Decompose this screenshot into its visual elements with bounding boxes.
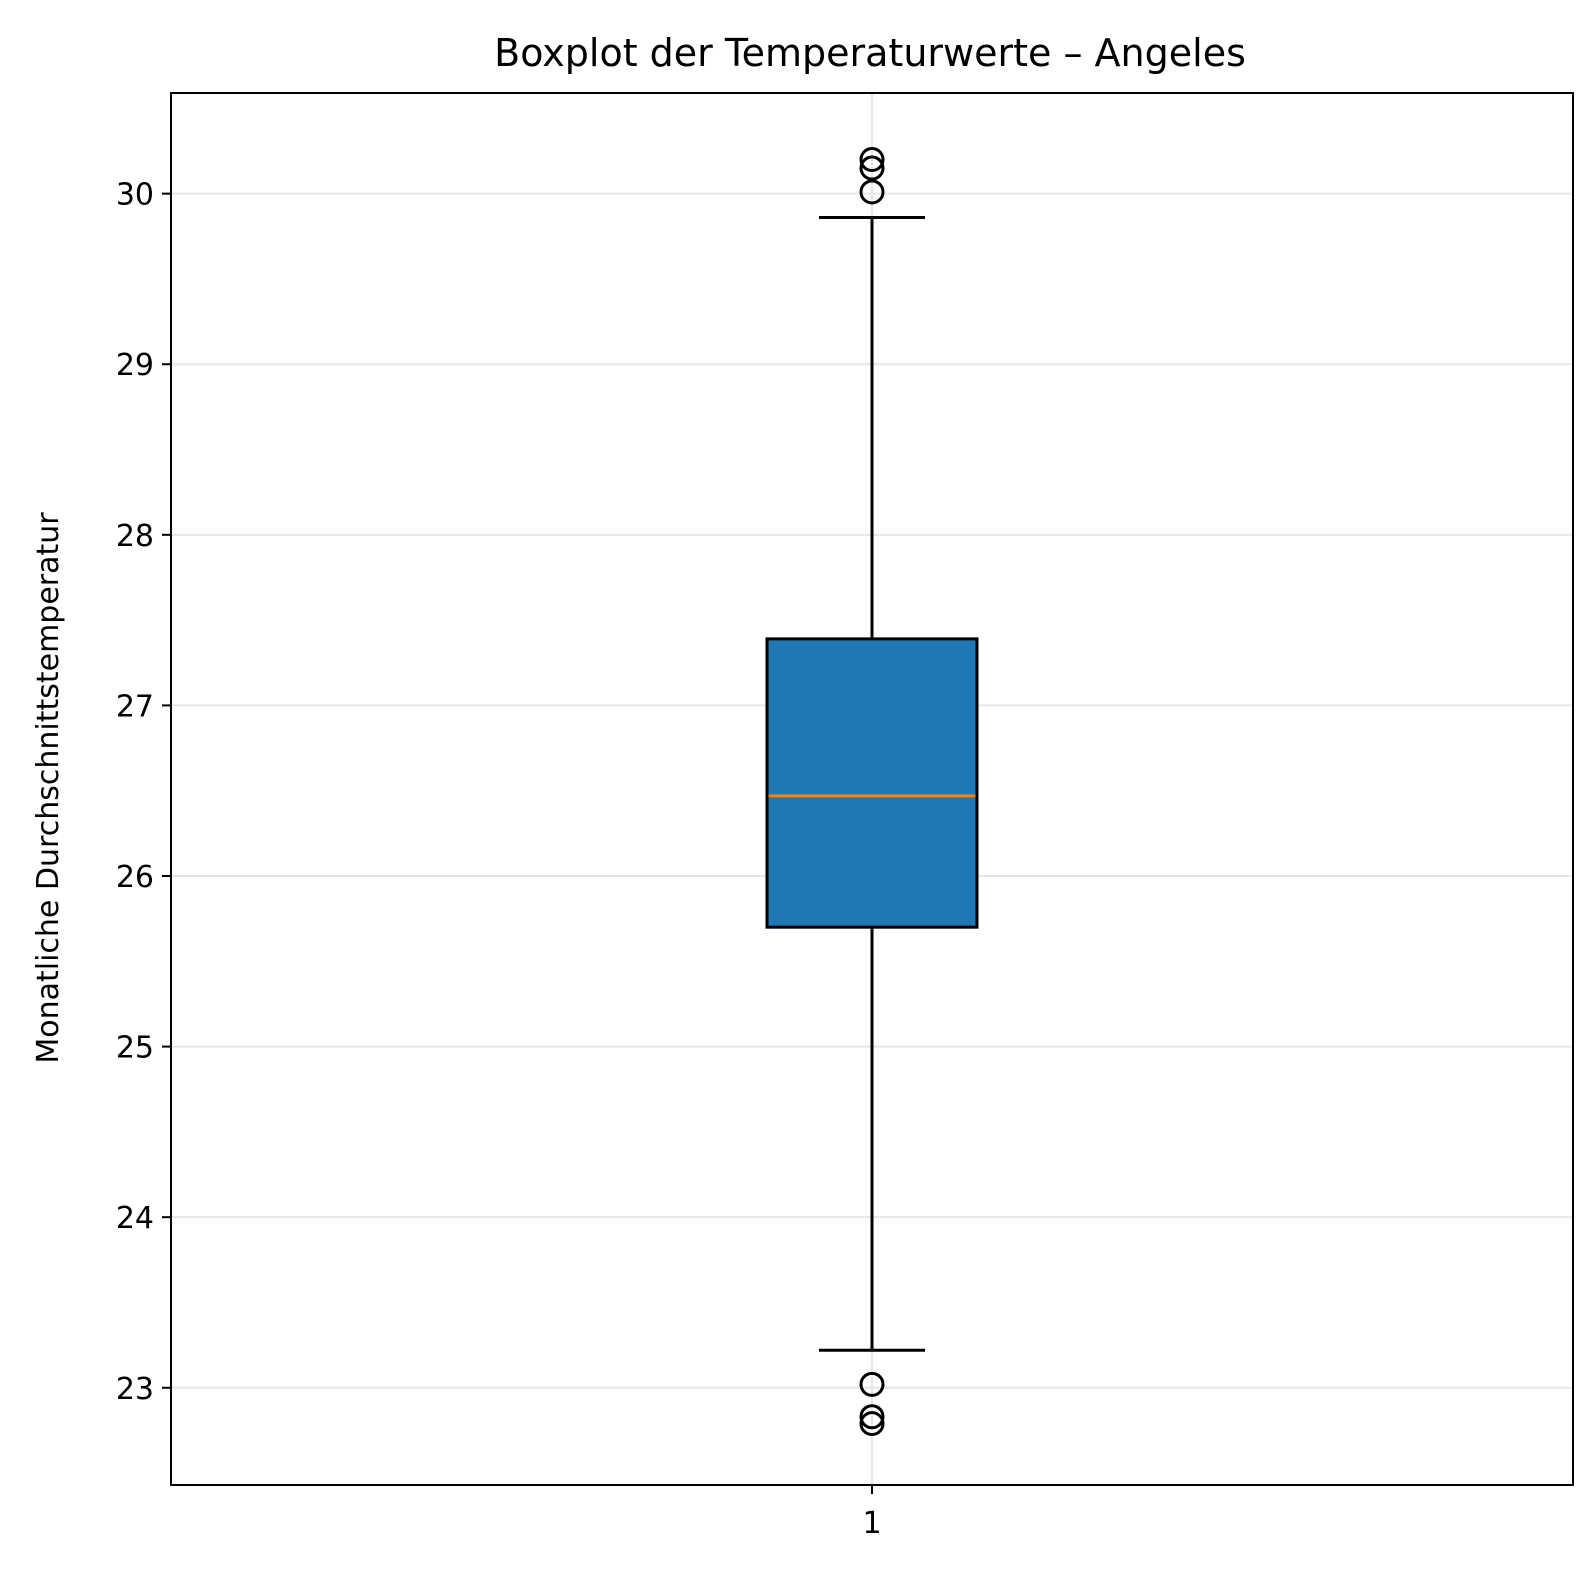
outlier-point — [859, 155, 885, 181]
y-tick-label: 30 — [116, 178, 154, 213]
y-tick-label: 28 — [116, 519, 154, 554]
outlier-point — [859, 1371, 885, 1397]
y-tick-label: 27 — [116, 689, 154, 724]
outlier-point — [859, 1411, 885, 1437]
box-1 — [765, 147, 979, 1437]
axes: 23 24 25 26 27 28 29 30 1 — [116, 178, 882, 1541]
outlier-point — [859, 179, 885, 205]
outlier-point — [859, 1404, 885, 1430]
y-axis-label: Monatliche Durchschnittstemperatur — [31, 512, 66, 1064]
y-tick-label: 26 — [116, 860, 154, 895]
y-tick-label: 24 — [116, 1201, 154, 1236]
y-tick-label: 29 — [116, 348, 154, 383]
iqr-box — [765, 637, 979, 929]
box-layer — [765, 147, 979, 1437]
chart-title: Boxplot der Temperaturwerte – Angeles — [494, 31, 1246, 75]
y-tick-label: 25 — [116, 1031, 154, 1066]
y-tick-label: 23 — [116, 1372, 154, 1407]
outlier-point — [859, 147, 885, 173]
x-tick-label: 1 — [862, 1506, 881, 1541]
